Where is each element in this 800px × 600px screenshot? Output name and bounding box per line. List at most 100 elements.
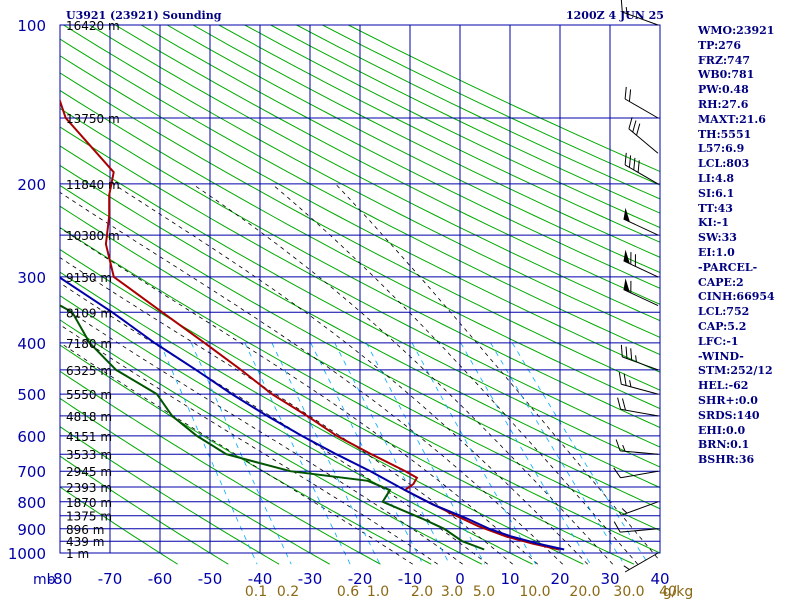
index-item: LCL:752 [698,305,750,319]
height-label: 1870 m [66,496,112,510]
dry-adiabat-line [60,397,330,565]
wind-barb [613,521,659,533]
pressure-tick-label: 500 [17,386,46,404]
pressure-tick-label: 600 [17,428,46,446]
height-label: 4151 m [66,430,112,444]
dry-adiabat-line [60,205,660,532]
index-item: LI:4.8 [698,171,735,185]
index-item: L57:6.9 [698,142,745,156]
mixing-ratio-line [366,342,486,565]
height-label: 2393 m [66,481,112,495]
index-item: KI:-1 [698,216,729,230]
dry-adiabat-line [60,271,584,565]
dry-adiabat-line [60,455,229,565]
pressure-unit-label: mb [33,572,56,588]
height-label: 2945 m [66,465,112,479]
wind-barb [620,344,659,371]
mixing-ratio-label: g/kg [663,584,694,600]
dry-adiabat-line [140,25,660,289]
index-item: -PARCEL- [698,260,758,274]
wind-barb [620,0,659,26]
mixing-ratio-line [460,342,591,565]
dry-adiabat-line [63,25,660,339]
temperature-tick-label: 20 [550,570,569,588]
height-label: 896 m [66,523,104,537]
parcel-profile-line [60,276,565,551]
dry-adiabat-line [60,72,660,391]
station-title: U3921 (23921) Sounding [66,9,222,22]
dry-adiabat-line [60,248,635,565]
dry-adiabat-line [60,486,178,565]
index-item: PW:0.48 [698,83,749,97]
index-item: EHI:0.0 [698,423,746,437]
temperature-profile-line [60,98,560,551]
moist-adiabat-line [60,282,488,565]
index-item: CINH:66954 [698,290,775,304]
dry-adiabat-line [60,164,660,489]
mixing-ratio-label: 0.2 [277,584,299,600]
wind-barb [618,372,659,395]
temperature-tick-label: -60 [148,570,173,588]
height-label: 7180 m [66,337,112,351]
dry-adiabat-line [60,370,381,565]
dry-adiabat-line [60,89,660,410]
mixing-ratio-line [159,342,258,565]
index-item: BRN:0.1 [698,438,750,452]
index-item: FRZ:747 [698,53,751,67]
temperature-tick-label: -50 [198,570,223,588]
index-item: TP:276 [698,38,742,52]
index-item: BSHR:36 [698,453,755,467]
index-item: LFC:-1 [698,334,739,348]
pressure-tick-label: 700 [17,463,46,481]
dry-adiabat-line [60,126,660,448]
wind-barb [623,278,659,307]
indices-panel: WMO:23921 TP:276 FRZ:747 WB0:781 PW:0.48 RH:2… [698,24,775,468]
mixing-ratio-line [310,342,424,565]
pressure-tick-label: 200 [17,176,46,194]
temperature-tick-label: 10 [500,570,519,588]
dry-adiabat-line [166,25,660,274]
moist-adiabat-line [112,183,588,565]
dry-adiabat-line [60,295,533,565]
index-item: SI:6.1 [698,186,735,200]
index-item: TH:5551 [698,127,752,141]
height-label: 6325 m [66,364,112,378]
pressure-tick-label: 400 [17,335,46,353]
moist-adiabat-line [271,183,638,565]
index-item: -WIND- [698,349,744,363]
mixing-ratio-label: 2.0 [411,584,433,600]
height-label: 1375 m [66,510,112,524]
wind-barb [624,86,659,119]
wind-barb [623,207,659,236]
pressure-tick-label: 900 [17,521,46,539]
dry-adiabat-line [60,184,660,510]
index-item: SRDS:140 [698,408,760,422]
mixing-ratio-line [511,342,649,565]
dry-adiabat-line [60,55,660,373]
height-label: 11840 m [66,178,120,192]
temperature-tick-label: -40 [248,570,273,588]
height-label: 3533 m [66,448,112,462]
mixing-ratio-label: 1.0 [367,584,389,600]
dry-adiabat-line [60,227,660,554]
moist-adiabat-line [192,183,613,565]
mixing-ratio-line [190,342,292,565]
wind-barb [615,439,659,455]
pressure-tick-label: 100 [17,17,46,35]
index-item: MAXT:21.6 [698,112,766,126]
index-item: SW:33 [698,231,737,245]
dry-adiabat-line [115,25,660,305]
moist-adiabat-line [60,191,563,565]
height-label: 16420 m [66,19,120,33]
temperature-tick-label: -20 [348,570,373,588]
height-label: 13750 m [66,112,120,126]
index-item: EI:1.0 [698,245,735,259]
index-item: RH:27.6 [698,97,749,111]
height-label: 1 m [66,547,89,561]
mixing-ratio-line [334,342,450,565]
temperature-tick-label: 40 [650,570,669,588]
moist-adiabat-line [60,342,413,565]
index-item: HEL:-62 [698,379,749,393]
height-label: 10380 m [66,229,120,243]
